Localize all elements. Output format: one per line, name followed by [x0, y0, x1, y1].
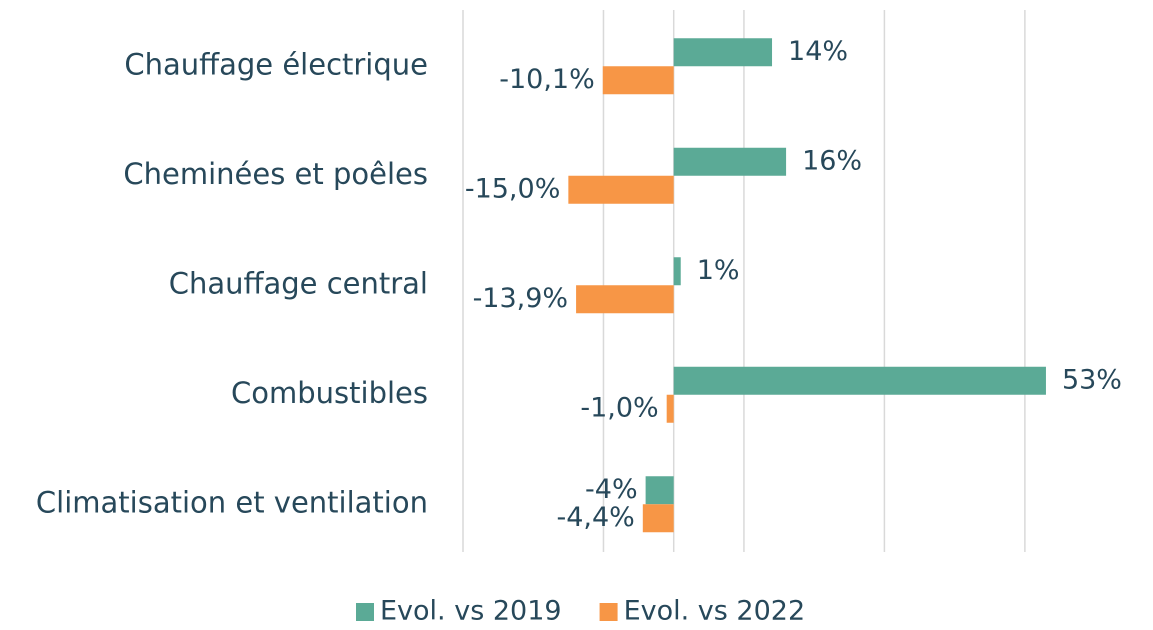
category-label: Combustibles	[231, 376, 428, 410]
value-label: -10,1%	[499, 64, 595, 95]
bar	[673, 366, 1046, 395]
value-label: -4,4%	[556, 502, 634, 533]
bar	[673, 147, 787, 176]
bar	[666, 394, 674, 423]
value-label: 1%	[697, 255, 740, 286]
category-label: Climatisation et ventilation	[36, 485, 428, 519]
category-label: Cheminées et poêles	[123, 157, 428, 191]
bar	[602, 66, 674, 95]
bar	[673, 38, 773, 67]
bar	[576, 285, 674, 314]
value-label: -13,9%	[473, 283, 569, 314]
value-label: -15,0%	[465, 173, 561, 204]
legend-label: Evol. vs 2019	[380, 596, 562, 627]
value-label: -1,0%	[580, 392, 658, 423]
bar	[673, 257, 681, 286]
legend-label: Evol. vs 2022	[624, 596, 806, 627]
value-label: 14%	[788, 36, 848, 67]
legend-swatch	[599, 603, 618, 621]
bar	[642, 504, 674, 533]
legend-swatch	[356, 603, 374, 621]
value-label: 16%	[802, 145, 862, 176]
bar	[645, 476, 674, 505]
value-label: 53%	[1062, 364, 1122, 395]
category-label: Chauffage électrique	[124, 47, 428, 81]
value-label: -4%	[585, 474, 638, 505]
bar	[568, 175, 674, 204]
category-label: Chauffage central	[169, 266, 428, 300]
